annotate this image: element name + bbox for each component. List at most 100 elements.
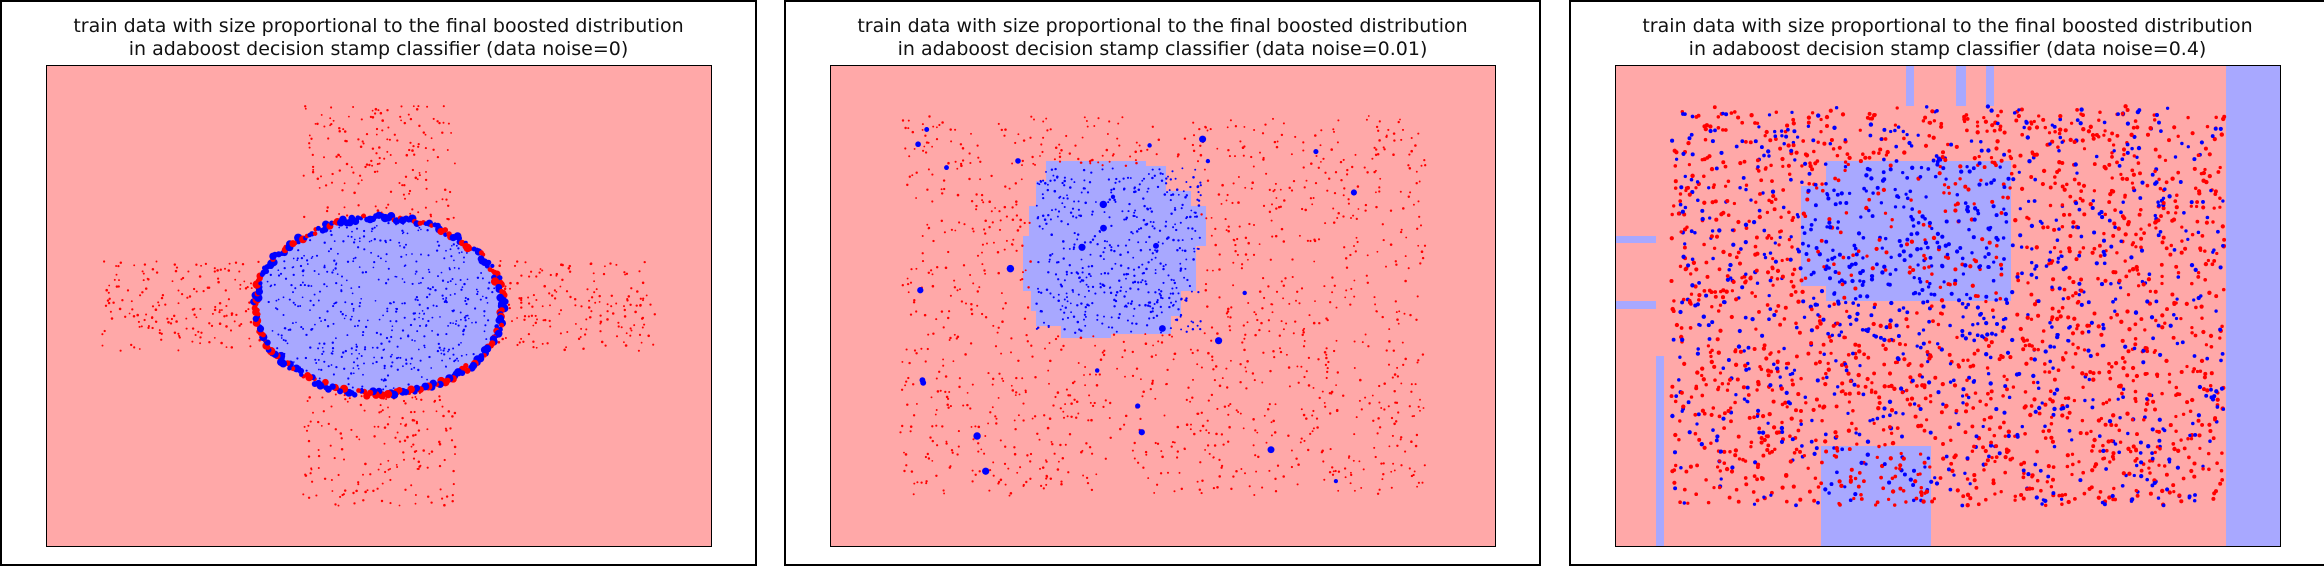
red-data-point <box>2090 468 2095 473</box>
red-data-point <box>1924 418 1929 422</box>
red-data-point <box>1870 381 1874 385</box>
red-data-point <box>1282 328 1285 331</box>
red-data-point <box>1038 438 1041 441</box>
blue-data-point <box>398 241 401 244</box>
red-data-point <box>1042 120 1045 123</box>
red-data-point <box>2181 476 2186 481</box>
blue-data-point <box>2135 155 2139 159</box>
blue-data-point <box>1888 272 1893 276</box>
red-data-point <box>1074 416 1078 419</box>
red-data-point <box>2147 392 2152 397</box>
red-data-point <box>1045 117 1048 120</box>
blue-data-point <box>1181 239 1184 242</box>
red-data-point <box>1814 397 1819 402</box>
red-data-point <box>1297 463 1300 466</box>
red-data-point <box>1794 150 1799 155</box>
blue-data-point <box>1798 266 1803 271</box>
red-data-point <box>386 138 389 141</box>
red-data-point <box>1791 143 1796 148</box>
blue-data-point <box>345 314 347 317</box>
red-data-point <box>340 447 344 451</box>
red-data-point <box>1687 192 1692 197</box>
red-data-point <box>1769 351 1773 355</box>
red-data-point <box>1243 348 1246 352</box>
red-data-point <box>1093 401 1096 405</box>
blue-data-point <box>395 320 398 323</box>
blue-data-point <box>428 293 431 296</box>
blue-data-point <box>1151 225 1154 228</box>
red-data-point <box>1226 126 1229 129</box>
red-data-point <box>2103 422 2108 427</box>
blue-data-point <box>314 323 316 326</box>
red-data-point <box>244 310 248 313</box>
red-data-point <box>1256 431 1259 434</box>
red-data-point <box>1715 465 1720 469</box>
blue-data-point <box>1933 174 1938 179</box>
blue-data-point <box>329 230 332 233</box>
red-data-point <box>1335 408 1339 412</box>
blue-data-point <box>1082 168 1086 172</box>
red-data-point <box>2117 428 2122 433</box>
blue-data-point <box>1976 211 1981 216</box>
red-data-point <box>1192 134 1196 137</box>
red-data-point <box>1258 290 1262 293</box>
red-data-point <box>971 480 974 483</box>
blue-data-point <box>1192 176 1195 179</box>
red-data-point <box>238 270 241 273</box>
blue-data-point <box>1929 292 1933 296</box>
red-data-point <box>994 345 998 348</box>
red-data-point <box>1068 152 1072 155</box>
red-data-point <box>1085 120 1088 122</box>
red-data-point <box>2070 331 2076 336</box>
red-data-point <box>362 499 365 502</box>
red-data-point <box>101 344 104 347</box>
red-data-point <box>1790 382 1795 387</box>
blue-data-point <box>1999 267 2004 271</box>
blue-data-point <box>447 324 450 327</box>
red-data-point <box>1396 375 1400 378</box>
red-data-point <box>2098 449 2102 453</box>
red-data-point <box>1322 460 1325 463</box>
blue-data-point <box>1917 332 1921 336</box>
red-data-point <box>1030 344 1033 347</box>
red-data-point <box>2056 145 2060 149</box>
red-data-point <box>1242 154 1245 157</box>
red-data-point <box>1857 471 1862 475</box>
blue-data-point <box>1183 276 1186 279</box>
red-data-point <box>1736 250 1741 255</box>
blue-data-point <box>2059 497 2064 501</box>
red-data-point <box>239 283 242 286</box>
red-data-point <box>1331 276 1334 279</box>
red-data-point <box>1304 208 1307 212</box>
blue-data-point <box>1114 262 1117 265</box>
red-data-point <box>1118 144 1121 147</box>
blue-data-point <box>439 316 441 318</box>
red-data-point <box>1302 345 1306 348</box>
blue-data-point <box>1800 225 1805 230</box>
blue-data-point <box>442 297 445 300</box>
blue-data-point <box>306 263 309 265</box>
red-data-point <box>365 132 369 136</box>
red-data-point <box>1890 476 1895 481</box>
red-data-point <box>1814 438 1818 443</box>
red-data-point <box>147 325 150 328</box>
blue-data-point <box>1933 476 1937 480</box>
blue-data-point <box>464 296 467 300</box>
blue-data-point <box>353 238 356 241</box>
blue-data-point <box>1117 244 1120 247</box>
red-data-point <box>1324 171 1327 174</box>
red-data-point <box>2067 212 2072 217</box>
blue-data-point <box>417 368 420 372</box>
red-data-point <box>1972 478 1977 483</box>
red-data-point <box>2007 149 2012 153</box>
blue-data-point <box>2056 256 2061 261</box>
red-data-point <box>928 115 931 118</box>
red-data-point <box>999 439 1002 442</box>
red-data-point <box>2000 329 2005 333</box>
blue-data-point <box>1717 228 1722 233</box>
blue-data-point <box>1083 179 1086 182</box>
blue-data-point <box>372 266 375 269</box>
blue-data-point <box>1140 281 1143 284</box>
blue-data-point <box>1181 249 1184 252</box>
red-data-point <box>926 347 929 351</box>
